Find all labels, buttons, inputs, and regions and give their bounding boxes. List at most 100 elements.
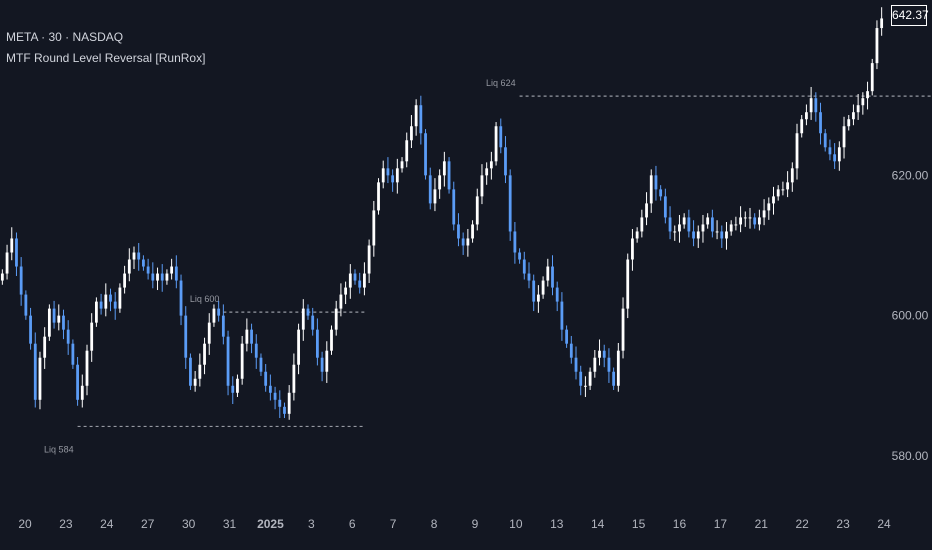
candle <box>151 262 155 289</box>
candle-body <box>828 147 832 155</box>
candle-body <box>809 98 813 113</box>
candle <box>861 92 865 115</box>
candle <box>579 365 583 396</box>
price-axis[interactable]: 620.00 600.00 580.00 <box>892 168 929 463</box>
candle <box>513 221 517 264</box>
candle <box>753 213 757 229</box>
candle <box>682 213 686 229</box>
candle <box>598 339 601 366</box>
candle-body <box>231 385 235 393</box>
candle-body <box>414 105 418 127</box>
candle <box>461 232 465 255</box>
candle <box>377 178 380 215</box>
candle-body <box>29 315 32 344</box>
candle <box>0 269 4 285</box>
candle <box>381 160 385 189</box>
time-tick-label: 30 <box>182 517 196 531</box>
candle-body <box>330 329 333 351</box>
candle-body <box>734 224 738 226</box>
candle <box>588 367 592 390</box>
candle <box>428 167 432 210</box>
candle-body <box>90 322 94 351</box>
candle <box>442 151 446 187</box>
candle-body <box>66 329 70 344</box>
candle <box>447 157 451 194</box>
candle <box>221 304 225 345</box>
candle-body <box>198 364 202 379</box>
candle-body <box>353 273 357 281</box>
candle-body <box>753 217 757 225</box>
candle-body <box>38 357 42 400</box>
candle <box>663 188 667 224</box>
candle <box>43 327 47 369</box>
candle-body <box>739 217 742 225</box>
candle-body <box>109 294 112 302</box>
candle <box>631 229 634 271</box>
candle-body <box>621 308 625 351</box>
candle-body <box>536 294 540 302</box>
candle-body <box>283 406 286 414</box>
last-price-badge: 642.37 <box>891 5 929 26</box>
candle-body <box>616 350 620 386</box>
candle <box>94 297 98 327</box>
time-tick-label: 20 <box>18 517 32 531</box>
candle-body <box>278 399 282 407</box>
candle-body <box>772 196 775 204</box>
candle-body <box>856 105 860 113</box>
candle <box>485 162 489 185</box>
candle <box>405 132 409 168</box>
candle <box>193 371 197 392</box>
candle <box>156 267 159 291</box>
candle-body <box>142 259 145 267</box>
symbol-title[interactable]: META · 30 · NASDAQ <box>6 30 124 44</box>
candle <box>203 337 206 375</box>
time-axis[interactable]: 20 23 24 27 30 31 2025 3 6 7 8 9 10 13 14 15 16 17 21 22 23 2… <box>18 517 891 531</box>
candle <box>489 151 493 180</box>
candle <box>602 344 606 368</box>
candle-body <box>471 224 474 239</box>
candle <box>607 348 611 383</box>
candle-body <box>654 175 658 190</box>
candle <box>85 344 89 396</box>
candle-body <box>179 280 183 316</box>
candle-body <box>301 308 305 330</box>
candle-body <box>706 217 710 225</box>
candle <box>616 342 620 392</box>
candle-body <box>405 140 409 162</box>
candle-body <box>649 175 653 204</box>
candle-body <box>372 210 376 246</box>
candle <box>339 283 343 317</box>
candle-body <box>325 350 329 372</box>
candle-body <box>598 350 601 358</box>
candle <box>160 264 164 292</box>
time-tick-label: 2025 <box>257 517 284 531</box>
price-tick-label: 580.00 <box>892 449 929 463</box>
candle <box>626 253 630 319</box>
candle <box>574 346 578 380</box>
candle-body <box>701 224 705 232</box>
level-label: Liq 600 <box>190 294 220 304</box>
candle-body <box>94 301 98 323</box>
candle <box>842 116 846 159</box>
level-label: Liq 624 <box>486 78 516 88</box>
candle-body <box>226 336 230 386</box>
candle-body <box>184 315 188 358</box>
candle-body <box>62 315 65 330</box>
candle <box>38 351 42 410</box>
candle <box>856 93 860 120</box>
candle <box>123 265 127 294</box>
candle-body <box>461 238 465 246</box>
candle <box>278 390 282 419</box>
candle <box>254 334 258 369</box>
time-tick-label: 16 <box>673 517 687 531</box>
candle-body <box>424 133 427 176</box>
candle-body <box>33 343 37 400</box>
candle <box>729 220 733 236</box>
candle-body <box>645 203 648 218</box>
indicator-title[interactable]: MTF Round Level Reversal [RunRox] <box>6 51 206 65</box>
time-tick-label: 6 <box>349 517 356 531</box>
candle-body <box>635 231 639 239</box>
candle <box>391 169 395 192</box>
